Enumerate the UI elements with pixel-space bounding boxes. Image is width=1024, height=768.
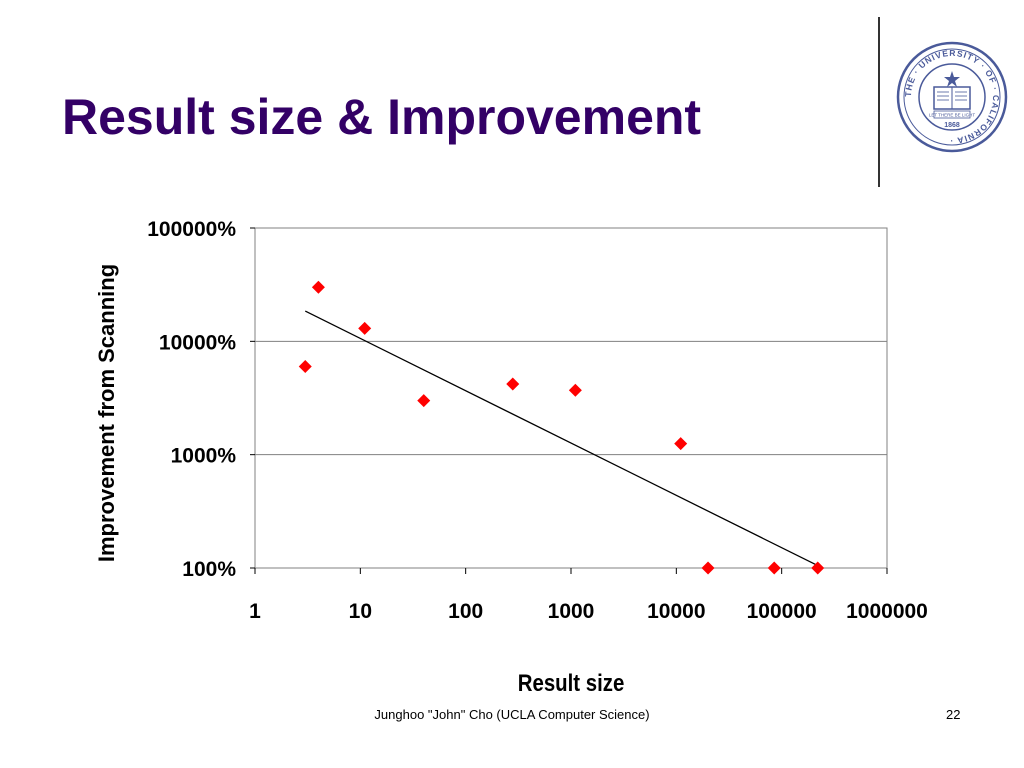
y-tick-label: 10000% — [159, 331, 236, 354]
y-tick-label: 100% — [182, 558, 236, 581]
svg-text:1868: 1868 — [944, 122, 960, 129]
page-number: 22 — [946, 707, 961, 722]
x-tick-label: 100 — [448, 600, 483, 623]
title-divider — [878, 17, 880, 187]
y-tick-label: 100000% — [147, 218, 236, 241]
trendline — [304, 310, 819, 567]
plot-area — [254, 227, 888, 569]
x-tick-label: 10000 — [647, 600, 705, 623]
data-point — [701, 561, 715, 575]
data-point — [767, 561, 781, 575]
data-point — [358, 321, 372, 335]
x-tick-label: 10 — [349, 600, 372, 623]
data-point — [298, 359, 312, 373]
data-point — [811, 561, 825, 575]
data-point — [568, 383, 582, 397]
data-point — [311, 280, 325, 294]
slide-title: Result size & Improvement — [62, 89, 702, 145]
x-axis-title: Result size — [518, 669, 625, 696]
data-point — [674, 437, 688, 451]
y-tick-label: 1000% — [171, 445, 237, 468]
x-tick-label: 1 — [249, 600, 261, 623]
data-point — [506, 377, 520, 391]
data-point — [417, 394, 431, 408]
y-axis-title: Improvement from Scanning — [94, 264, 119, 562]
x-tick-label: 1000000 — [846, 600, 928, 623]
svg-text:LET THERE BE LIGHT: LET THERE BE LIGHT — [929, 113, 976, 118]
university-seal-logo: THE · UNIVERSITY · OF · CALIFORNIA · LET… — [896, 41, 1008, 153]
x-tick-label: 100000 — [747, 600, 817, 623]
footer-text: Junghoo "John" Cho (UCLA Computer Scienc… — [374, 707, 650, 722]
x-tick-label: 1000 — [548, 600, 595, 623]
